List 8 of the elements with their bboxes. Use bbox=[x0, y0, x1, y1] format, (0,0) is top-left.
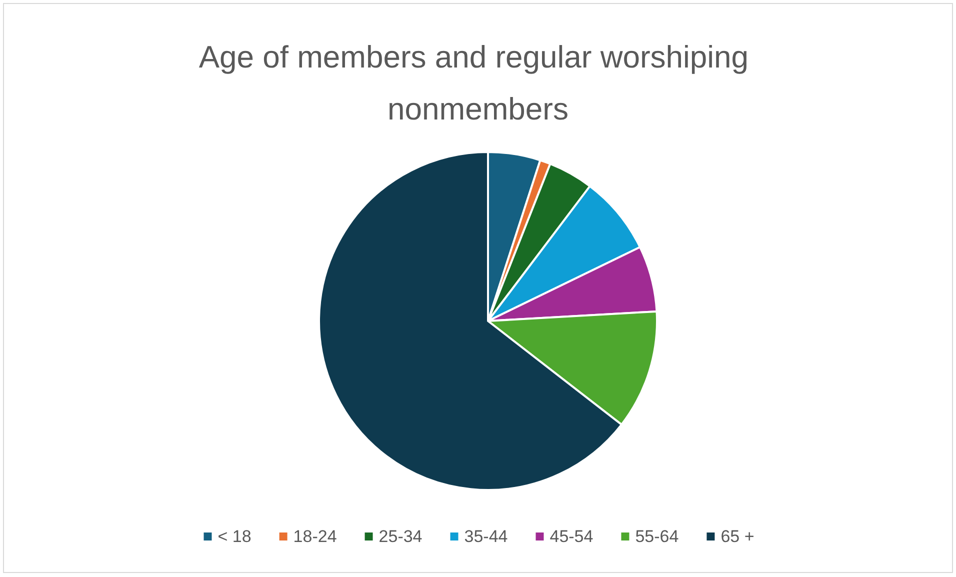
legend-label: 55-64 bbox=[635, 527, 679, 546]
chart-title: Age of members and regular worshiping nonmembers bbox=[198, 40, 758, 126]
legend-label: 25-34 bbox=[378, 527, 422, 546]
legend-label: 35-44 bbox=[464, 527, 508, 546]
legend-label: < 18 bbox=[218, 527, 252, 546]
legend-label: 45-54 bbox=[550, 527, 594, 546]
legend-label: 65 + bbox=[720, 527, 754, 546]
legend-label: 18-24 bbox=[293, 527, 337, 546]
